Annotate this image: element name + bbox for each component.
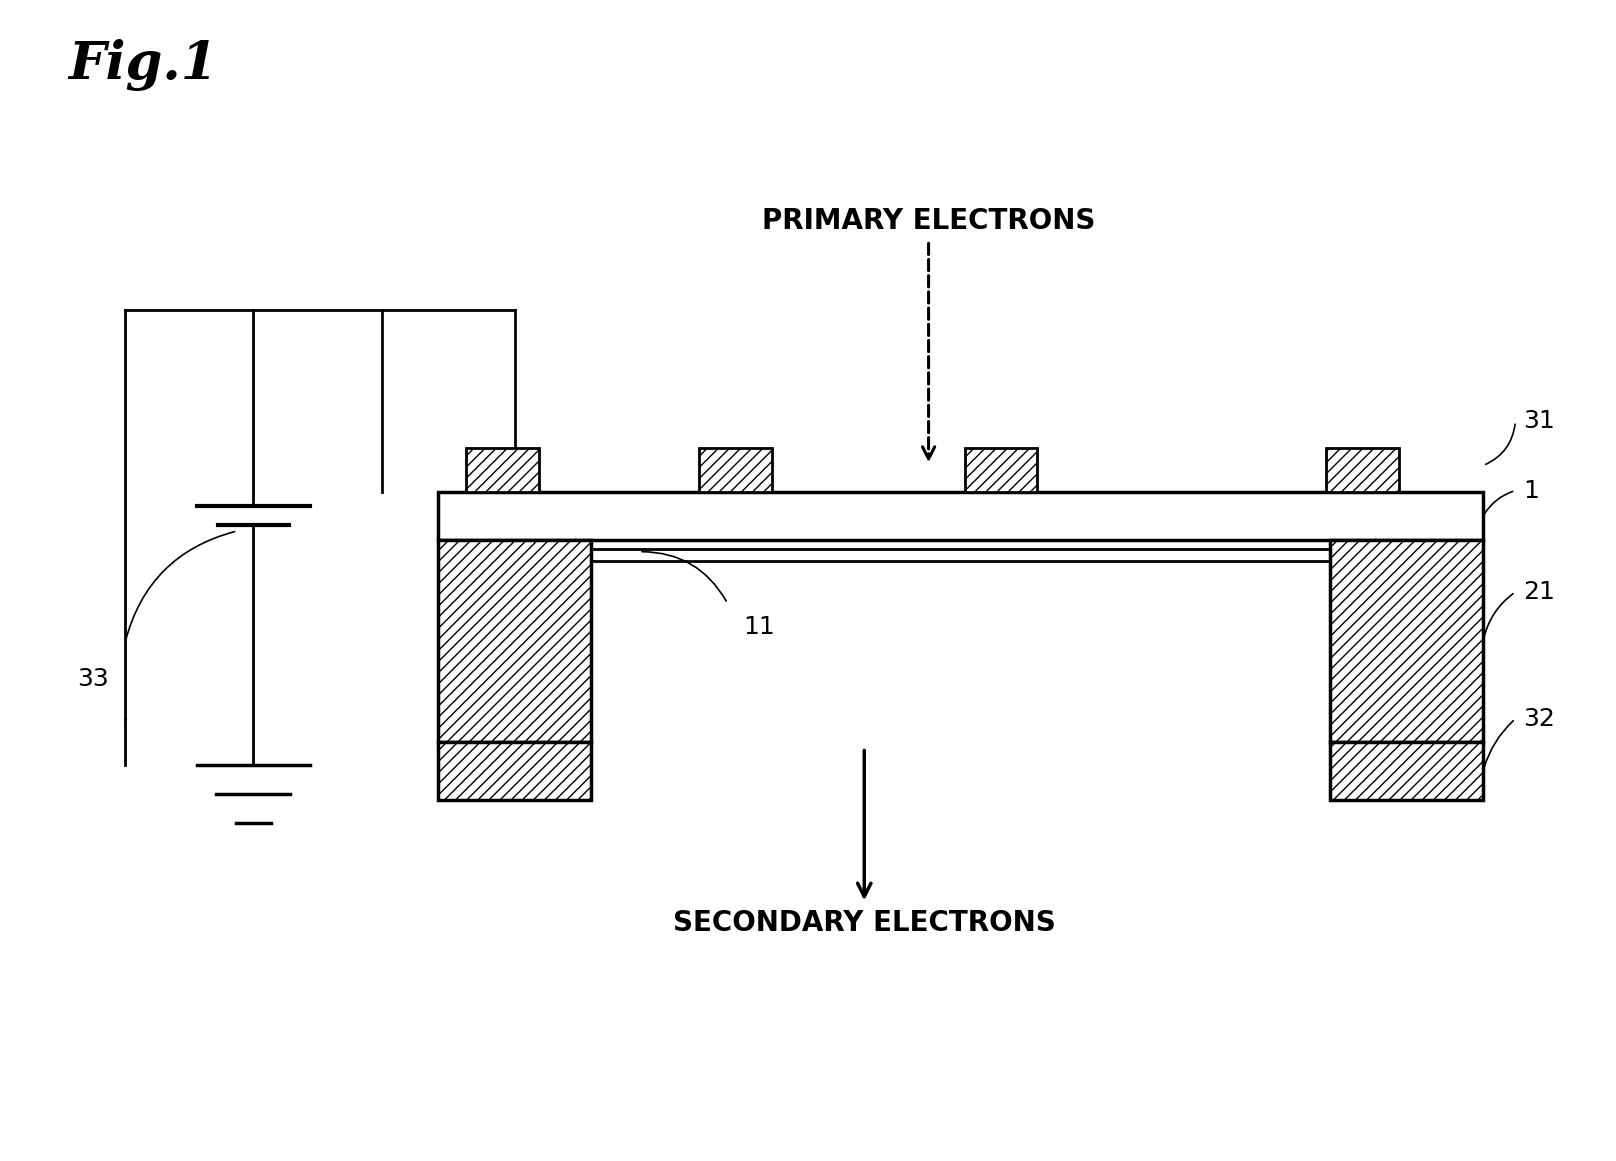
Text: 11: 11 xyxy=(743,614,776,639)
Text: 33: 33 xyxy=(76,666,108,691)
Text: 1: 1 xyxy=(1524,478,1540,503)
Text: 21: 21 xyxy=(1524,580,1555,604)
Bar xyxy=(438,540,591,742)
Text: SECONDARY ELECTRONS: SECONDARY ELECTRONS xyxy=(672,909,1055,937)
Bar xyxy=(1330,742,1483,800)
Text: PRIMARY ELECTRONS: PRIMARY ELECTRONS xyxy=(761,207,1096,235)
Text: Fig.1: Fig.1 xyxy=(68,38,218,91)
Bar xyxy=(1327,448,1399,492)
Bar xyxy=(1330,540,1483,742)
Bar xyxy=(700,448,772,492)
Bar xyxy=(965,448,1037,492)
Text: 32: 32 xyxy=(1524,707,1555,730)
Bar xyxy=(467,448,538,492)
Bar xyxy=(438,492,1483,540)
Text: 31: 31 xyxy=(1524,410,1555,433)
Bar xyxy=(438,742,591,800)
